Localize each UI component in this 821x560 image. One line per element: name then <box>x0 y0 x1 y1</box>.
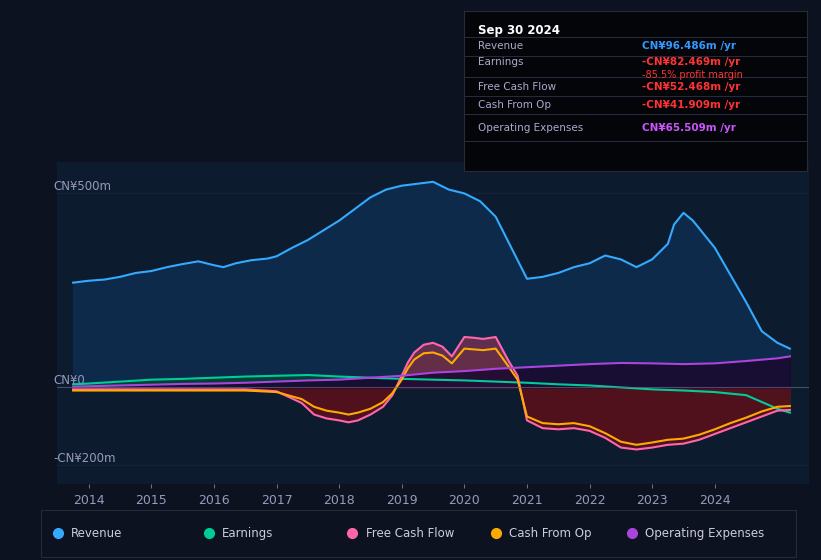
Text: Operating Expenses: Operating Expenses <box>645 527 764 540</box>
Text: Earnings: Earnings <box>222 527 273 540</box>
Text: Earnings: Earnings <box>478 57 523 67</box>
Text: Cash From Op: Cash From Op <box>509 527 592 540</box>
Text: -CN¥52.468m /yr: -CN¥52.468m /yr <box>642 82 741 92</box>
Text: CN¥0: CN¥0 <box>53 375 85 388</box>
Text: CN¥96.486m /yr: CN¥96.486m /yr <box>642 41 736 52</box>
Text: -CN¥200m: -CN¥200m <box>53 452 117 465</box>
Text: Free Cash Flow: Free Cash Flow <box>478 82 556 92</box>
Text: Operating Expenses: Operating Expenses <box>478 123 583 133</box>
Text: Cash From Op: Cash From Op <box>478 100 551 110</box>
Text: CN¥500m: CN¥500m <box>53 180 112 193</box>
Text: -CN¥82.469m /yr: -CN¥82.469m /yr <box>642 57 741 67</box>
Text: Revenue: Revenue <box>71 527 122 540</box>
Text: CN¥65.509m /yr: CN¥65.509m /yr <box>642 123 736 133</box>
Text: Sep 30 2024: Sep 30 2024 <box>478 24 560 37</box>
Text: -85.5% profit margin: -85.5% profit margin <box>642 70 743 80</box>
Text: Free Cash Flow: Free Cash Flow <box>366 527 454 540</box>
Text: -CN¥41.909m /yr: -CN¥41.909m /yr <box>642 100 741 110</box>
Text: Revenue: Revenue <box>478 41 523 52</box>
